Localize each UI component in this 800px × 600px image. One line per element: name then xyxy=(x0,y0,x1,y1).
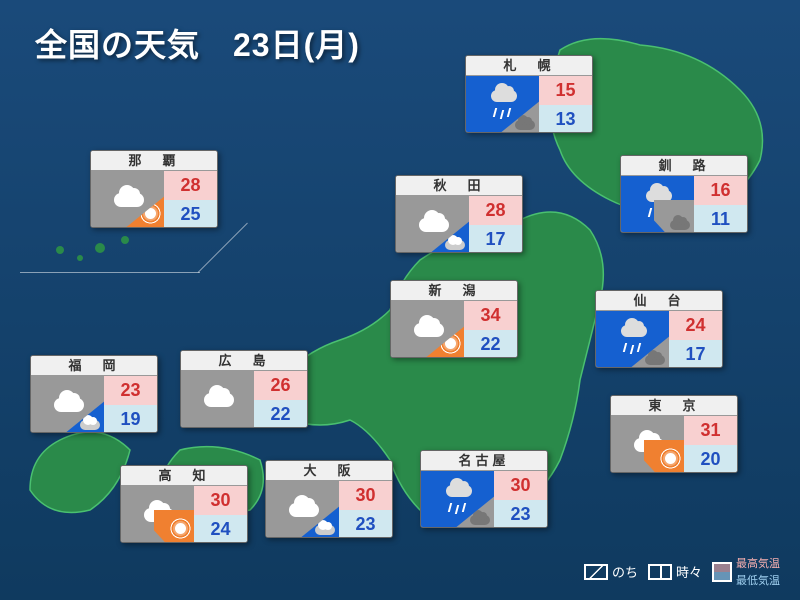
weather-panel xyxy=(181,371,256,428)
legend-tokidoki: 時々 xyxy=(648,562,702,581)
city-card-akita: 秋 田 28 17 xyxy=(395,175,523,253)
city-card-nagoya: 名古屋 30 23 xyxy=(420,450,548,528)
inset-divider xyxy=(20,272,200,273)
temp-high: 23 xyxy=(104,376,157,405)
weather-panel xyxy=(621,176,696,233)
temp-low: 17 xyxy=(469,225,522,253)
temp-high: 31 xyxy=(684,416,737,445)
temp-low: 24 xyxy=(194,515,247,543)
temp-high: 30 xyxy=(194,486,247,515)
temps-panel: 23 19 xyxy=(104,376,157,433)
city-card-kochi: 高 知 30 24 xyxy=(120,465,248,543)
temps-panel: 28 17 xyxy=(469,196,522,253)
temp-low: 22 xyxy=(464,330,517,358)
city-card-naha: 那 覇 28 25 xyxy=(90,150,218,228)
weather-panel xyxy=(266,481,341,538)
temps-panel: 26 22 xyxy=(254,371,307,428)
temp-high: 24 xyxy=(669,311,722,340)
legend-tokidoki-icon xyxy=(648,564,672,580)
page-title: 全国の天気 23日(月) xyxy=(35,20,360,66)
temp-high: 28 xyxy=(469,196,522,225)
temp-high: 34 xyxy=(464,301,517,330)
legend-nochi: のち xyxy=(584,562,638,581)
city-name: 東 京 xyxy=(611,396,737,416)
city-name: 高 知 xyxy=(121,466,247,486)
temp-high: 26 xyxy=(254,371,307,400)
legend-high-label: 最高気温 xyxy=(736,555,780,571)
weather-panel xyxy=(91,171,166,228)
city-name: 仙 台 xyxy=(596,291,722,311)
temp-high: 16 xyxy=(694,176,747,205)
legend-temp-icon xyxy=(712,562,732,582)
city-name: 新 潟 xyxy=(391,281,517,301)
weather-panel xyxy=(31,376,106,433)
city-name: 広 島 xyxy=(181,351,307,371)
city-card-kushiro: 釧 路 16 11 xyxy=(620,155,748,233)
temps-panel: 31 20 xyxy=(684,416,737,473)
city-name: 那 覇 xyxy=(91,151,217,171)
city-name: 大 阪 xyxy=(266,461,392,481)
temp-low: 13 xyxy=(539,105,592,133)
temp-high: 15 xyxy=(539,76,592,105)
temp-low: 23 xyxy=(339,510,392,538)
weather-main-icon xyxy=(181,371,256,428)
legend-nochi-label: のち xyxy=(612,562,638,581)
temps-panel: 30 24 xyxy=(194,486,247,543)
legend: のち 時々 最高気温 最低気温 xyxy=(584,555,780,588)
weather-panel xyxy=(391,301,466,358)
temps-panel: 15 13 xyxy=(539,76,592,133)
temp-low: 19 xyxy=(104,405,157,433)
weather-panel xyxy=(421,471,496,528)
temp-low: 22 xyxy=(254,400,307,428)
temps-panel: 30 23 xyxy=(494,471,547,528)
weather-panel xyxy=(396,196,471,253)
temp-low: 20 xyxy=(684,445,737,473)
weather-panel xyxy=(596,311,671,368)
city-card-osaka: 大 阪 30 23 xyxy=(265,460,393,538)
legend-low-label: 最低気温 xyxy=(736,572,780,588)
temps-panel: 28 25 xyxy=(164,171,217,228)
city-card-niigata: 新 潟 34 22 xyxy=(390,280,518,358)
city-card-hiroshima: 広 島 26 22 xyxy=(180,350,308,428)
city-name: 札 幌 xyxy=(466,56,592,76)
temp-low: 25 xyxy=(164,200,217,228)
weather-panel xyxy=(121,486,196,543)
city-card-tokyo: 東 京 31 20 xyxy=(610,395,738,473)
temps-panel: 34 22 xyxy=(464,301,517,358)
weather-panel xyxy=(611,416,686,473)
city-name: 名古屋 xyxy=(421,451,547,471)
city-card-sapporo: 札 幌 15 13 xyxy=(465,55,593,133)
temp-low: 23 xyxy=(494,500,547,528)
legend-tokidoki-label: 時々 xyxy=(676,562,702,581)
temps-panel: 16 11 xyxy=(694,176,747,233)
city-card-sendai: 仙 台 24 17 xyxy=(595,290,723,368)
weather-panel xyxy=(466,76,541,133)
temp-low: 17 xyxy=(669,340,722,368)
legend-temps: 最高気温 最低気温 xyxy=(712,555,780,588)
temp-high: 28 xyxy=(164,171,217,200)
city-name: 福 岡 xyxy=(31,356,157,376)
temp-high: 30 xyxy=(339,481,392,510)
temps-panel: 30 23 xyxy=(339,481,392,538)
temp-low: 11 xyxy=(694,205,747,233)
city-name: 秋 田 xyxy=(396,176,522,196)
temps-panel: 24 17 xyxy=(669,311,722,368)
city-card-fukuoka: 福 岡 23 19 xyxy=(30,355,158,433)
legend-nochi-icon xyxy=(584,564,608,580)
temp-high: 30 xyxy=(494,471,547,500)
city-name: 釧 路 xyxy=(621,156,747,176)
